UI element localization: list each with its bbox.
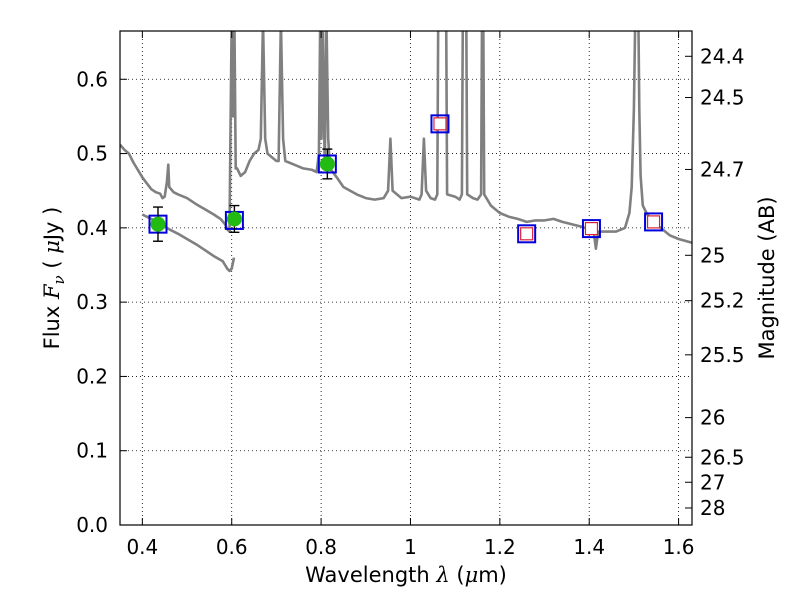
mag-tick-label: 27 [700, 470, 725, 494]
x-tick-label: 0.6 [216, 535, 248, 559]
observed-point [319, 156, 335, 172]
x-tick-label: 0.8 [305, 535, 337, 559]
model-band-box [644, 212, 664, 232]
x-tick-label: 1.2 [484, 535, 516, 559]
model-band-box [581, 219, 601, 239]
observed-point [150, 216, 166, 232]
model-band-marker [646, 215, 661, 229]
y-tick-label: 0.0 [76, 513, 108, 537]
model-band-box [430, 114, 450, 134]
mag-tick-label: 28 [700, 496, 725, 520]
y-tick-label: 0.1 [76, 439, 108, 463]
model-band-marker [433, 117, 447, 131]
y-tick-label: 0.3 [76, 290, 108, 314]
model-band-marker [584, 222, 599, 236]
x-tick-label: 1.6 [663, 535, 695, 559]
mag-tick-label: 25.2 [700, 289, 745, 313]
mag-tick-label: 24.7 [700, 157, 745, 181]
mag-tick-label: 25.5 [700, 343, 745, 367]
mag-tick-label: 26.5 [700, 445, 745, 469]
tick-layer: 0.4 0.6 0.8 1 1.2 1.4 1.6 0.0 0.1 0.2 0.3 0.4 0.5 0.6… [76, 31, 745, 559]
mag-tick-label: 25 [700, 243, 725, 267]
plot-frame [119, 30, 693, 526]
x-tick-label: 1.4 [573, 535, 605, 559]
data-layer [120, 31, 692, 273]
model-band-box [517, 224, 537, 244]
observed-point [226, 211, 242, 227]
sed-line [120, 31, 692, 250]
y-axis-label: Flux Fν ( μJy ) [40, 207, 68, 350]
mag-tick-label: 24.4 [700, 44, 745, 68]
y-tick-label: 0.6 [76, 67, 108, 91]
grid-layer [120, 31, 692, 526]
y-tick-label: 0.5 [76, 142, 108, 166]
mag-tick-label: 26 [700, 406, 725, 430]
x-tick-label: 0.4 [126, 535, 158, 559]
y-tick-label: 0.2 [76, 364, 108, 388]
mag-tick-label: 24.5 [700, 86, 745, 110]
x-tick-label: 1 [404, 535, 417, 559]
x-axis-label: Wavelength λ (μm) [305, 563, 507, 587]
marker-layer [148, 114, 664, 244]
model-band-marker [520, 227, 534, 241]
y-tick-label: 0.4 [76, 216, 108, 240]
y2-axis-label: Magnitude (AB) [755, 196, 779, 359]
